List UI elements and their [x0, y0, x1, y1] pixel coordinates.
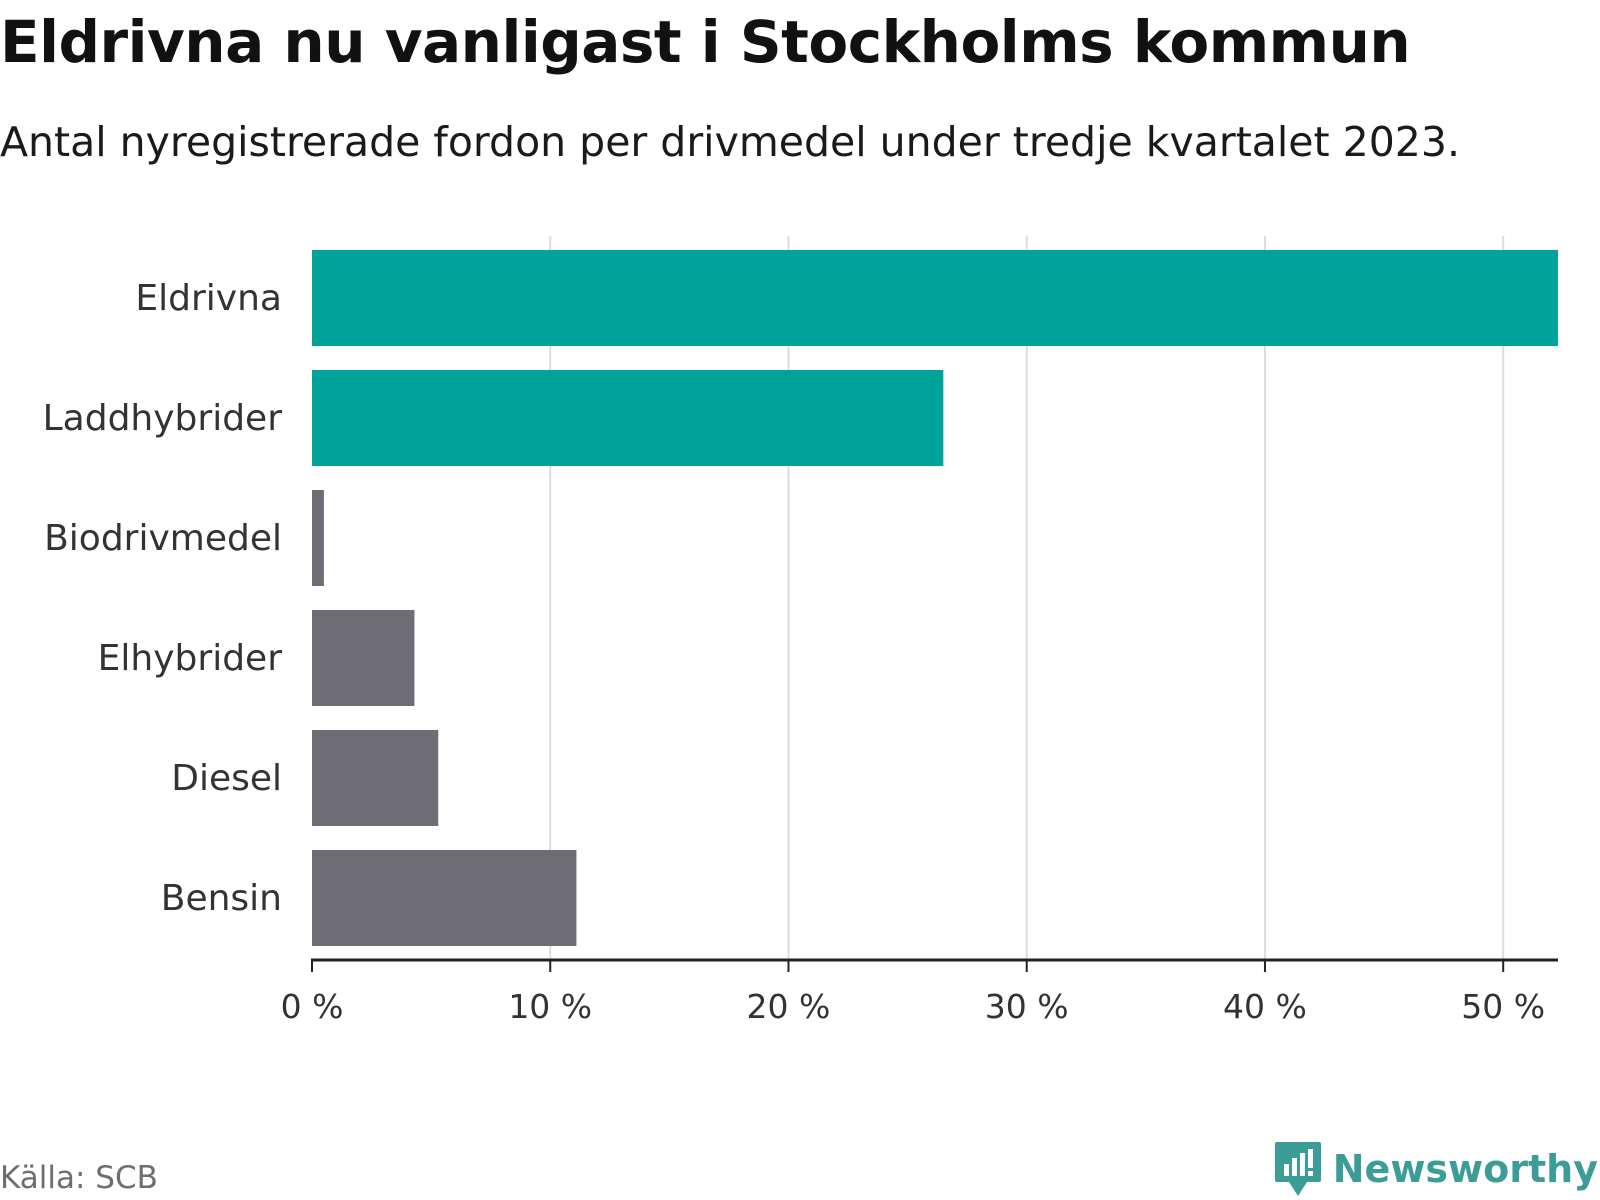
bar-laddhybrider [312, 370, 944, 466]
bar-elhybrider [312, 610, 415, 706]
chart-subtitle: Antal nyregistrerade fordon per drivmede… [0, 118, 1461, 166]
category-label: Biodrivmedel [44, 518, 282, 559]
x-tick-label: 20 % [747, 987, 831, 1026]
x-tick-label: 50 % [1461, 987, 1545, 1026]
x-tick-label: 40 % [1223, 987, 1307, 1026]
x-tick-label: 10 % [508, 987, 592, 1026]
bar-diesel [312, 730, 439, 826]
bars [312, 250, 1558, 946]
x-axis: 0 % 10 % 20 % 30 % 40 % 50 % [281, 958, 1558, 1026]
category-label: Laddhybrider [43, 398, 283, 439]
chart-speech-bubble-icon [1274, 1142, 1321, 1196]
category-label: Bensin [161, 878, 282, 919]
brand-logo: Newsworthy [1273, 1140, 1598, 1198]
category-label: Eldrivna [135, 278, 282, 319]
bar-bensin [312, 850, 577, 946]
bar-biodrivmedel [312, 490, 324, 586]
grid-lines [549, 236, 1505, 960]
bar-eldrivna [312, 250, 1558, 346]
source-note: Källa: SCB [0, 1160, 158, 1196]
x-tick-label: 30 % [985, 987, 1069, 1026]
brand-name: Newsworthy [1332, 1147, 1598, 1191]
category-label: Elhybrider [98, 638, 283, 679]
category-label: Diesel [171, 758, 282, 799]
chart-title: Eldrivna nu vanligast i Stockholms kommu… [0, 8, 1411, 76]
x-tick-label: 0 % [281, 987, 344, 1026]
bar-chart: Eldrivna Laddhybrider Biodrivmedel Elhybrid… [43, 236, 1558, 1026]
category-labels: Eldrivna Laddhybrider Biodrivmedel Elhybrid… [43, 278, 283, 919]
